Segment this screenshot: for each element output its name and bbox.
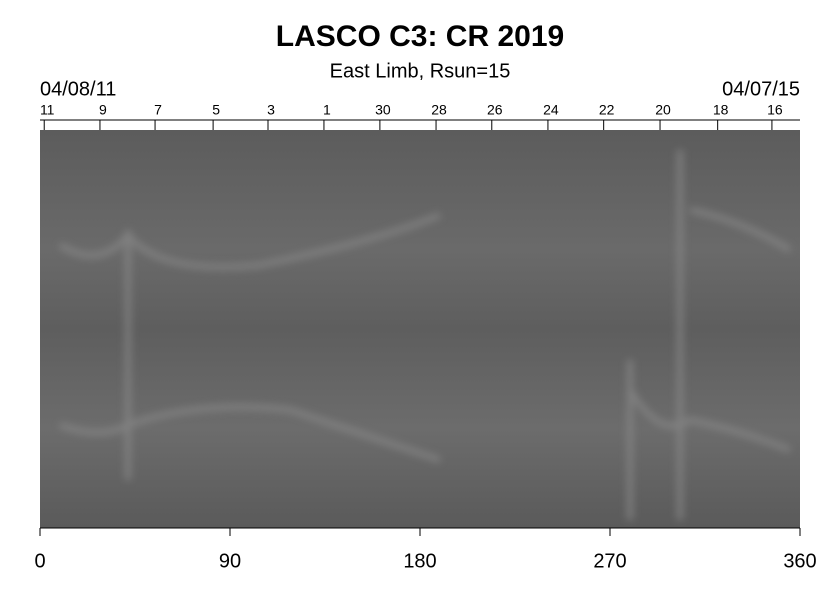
top-tick-label: 5: [212, 102, 220, 118]
x-tick-label: 90: [219, 550, 241, 572]
top-tick-label: 9: [99, 102, 107, 118]
map-image: [40, 130, 800, 528]
x-tick-label: 360: [783, 550, 816, 572]
x-tick-label: 270: [593, 550, 626, 572]
chart-title: LASCO C3: CR 2019: [276, 20, 564, 53]
x-tick-label: 0: [34, 550, 45, 572]
start-date: 04/08/11: [40, 78, 116, 100]
chart-subtitle: East Limb, Rsun=15: [330, 60, 511, 82]
top-tick-label: 26: [487, 102, 503, 118]
x-tick-label: 180: [403, 550, 436, 572]
top-tick-label: 18: [713, 102, 729, 118]
top-tick-label: 3: [267, 102, 275, 118]
top-tick-label: 24: [543, 102, 559, 118]
top-tick-label: 7: [154, 102, 162, 118]
top-tick-label: 22: [599, 102, 615, 118]
end-date: 04/07/15: [722, 78, 800, 100]
top-tick-label: 30: [375, 102, 391, 118]
top-tick-label: 20: [655, 102, 671, 118]
top-tick-label: 16: [767, 102, 783, 118]
top-tick-label: 11: [40, 102, 55, 118]
top-tick-label: 1: [323, 102, 331, 118]
top-tick-label: 28: [431, 102, 447, 118]
